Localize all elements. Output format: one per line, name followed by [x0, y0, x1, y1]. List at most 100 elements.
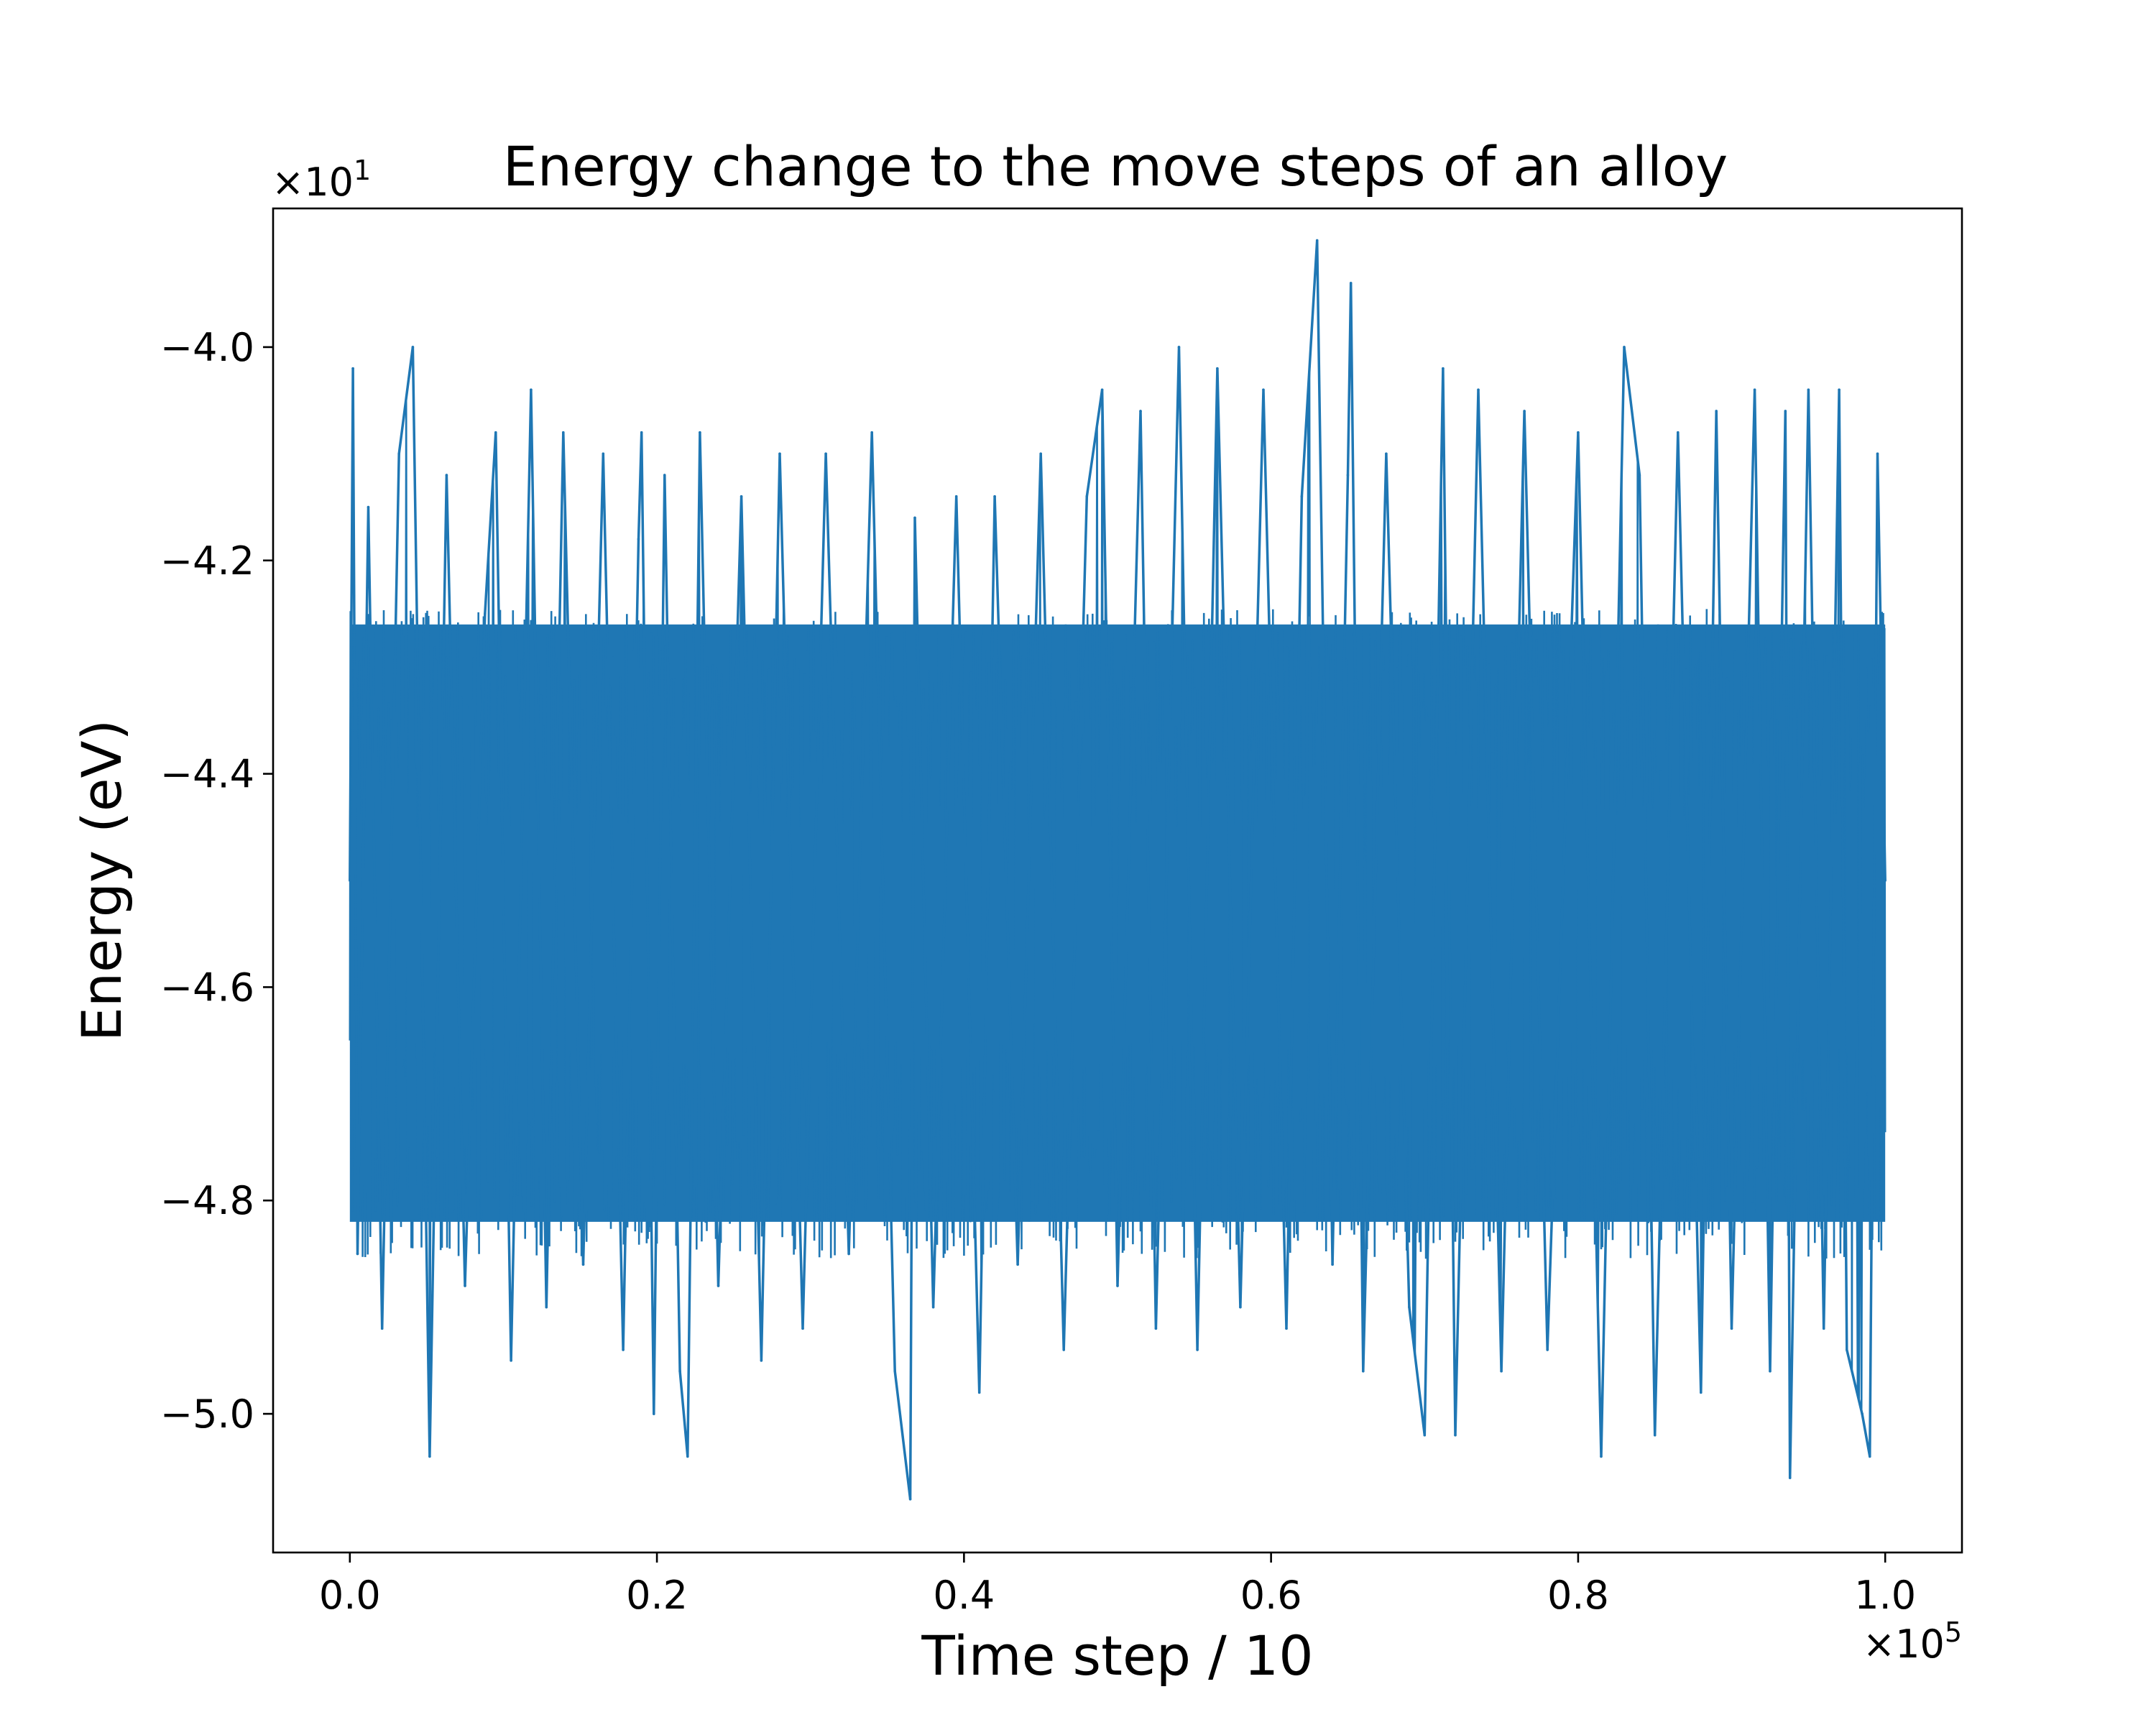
series-point	[1753, 388, 1756, 392]
series-point	[1315, 239, 1319, 242]
x-tick-label: 0.4	[933, 1573, 995, 1618]
series-point	[1730, 1327, 1733, 1330]
series-point	[1100, 388, 1104, 392]
series-point	[1861, 1412, 1864, 1415]
series-point	[484, 612, 487, 615]
y-tick-label: −4.2	[160, 538, 254, 584]
series-point	[954, 494, 958, 498]
series-point	[1454, 1433, 1457, 1437]
series-point	[356, 1252, 359, 1256]
series-point	[1408, 1305, 1411, 1309]
series-point	[1349, 282, 1353, 285]
series-point	[510, 1359, 512, 1362]
x-tick-label: 0.6	[1240, 1573, 1302, 1618]
series-point	[1285, 1327, 1288, 1330]
series-point	[870, 431, 873, 434]
series-point	[699, 431, 701, 434]
series-point	[1423, 1433, 1427, 1437]
series-point	[824, 452, 827, 456]
series-point	[1331, 1263, 1334, 1266]
series-point	[1807, 388, 1810, 392]
series-point	[1876, 452, 1879, 456]
x-axis-label: Time step / 10	[921, 1624, 1313, 1688]
x-tick-label: 0.2	[626, 1573, 688, 1618]
series-point	[663, 474, 666, 477]
series-point	[801, 1327, 804, 1330]
series-point	[1116, 1284, 1119, 1287]
series-point	[530, 388, 533, 392]
series-point	[637, 538, 640, 540]
series-point	[1062, 1348, 1066, 1351]
y-axis-ticks: −4.0 −4.2 −4.4 −4.6 −4.8 −5.0	[160, 325, 273, 1437]
y-tick-label: −4.8	[160, 1178, 254, 1223]
series-point	[1477, 388, 1480, 392]
series-point	[1523, 410, 1526, 413]
series-point	[1600, 1455, 1603, 1458]
series-point	[1769, 1369, 1772, 1373]
x-multiplier: ×105	[1863, 1616, 1962, 1667]
series-point	[931, 1305, 935, 1309]
series-point	[1385, 452, 1388, 456]
x-axis-ticks: 0.0 0.2 0.4 0.6 0.8 1.0	[319, 1552, 1916, 1618]
series-point	[1638, 474, 1641, 477]
series-point	[893, 1369, 897, 1373]
series-point	[1884, 879, 1886, 882]
series-point	[1822, 1327, 1825, 1330]
series-point	[1300, 494, 1304, 498]
series-point	[1139, 410, 1142, 413]
series-point	[1216, 367, 1219, 370]
series-point	[678, 1369, 681, 1373]
y-axis-label: Energy (eV)	[70, 719, 134, 1041]
series-point	[913, 516, 916, 520]
series-point	[380, 1327, 384, 1330]
series-point	[1442, 367, 1445, 370]
series-point	[397, 452, 400, 456]
series-point	[760, 1359, 763, 1362]
series-point	[622, 1348, 625, 1351]
series-point	[1500, 1369, 1503, 1373]
series-point	[1653, 1433, 1657, 1437]
x-multiplier-exponent: 5	[1945, 1616, 1962, 1648]
x-tick-label: 1.0	[1854, 1573, 1916, 1618]
series-point	[740, 494, 743, 498]
series-point	[602, 452, 605, 456]
series-point	[1039, 452, 1042, 456]
series-point	[1577, 431, 1580, 434]
series-point	[1239, 1305, 1242, 1309]
series-point	[1784, 410, 1787, 413]
series-point	[1154, 1327, 1158, 1330]
series-point	[1845, 1348, 1848, 1351]
series-point	[545, 1305, 548, 1309]
series-point	[1085, 494, 1089, 498]
series-point	[908, 1497, 912, 1501]
series-point	[717, 1284, 720, 1287]
series-point	[686, 1455, 689, 1458]
series-point	[778, 452, 781, 456]
y-multiplier-base: ×10	[272, 160, 354, 205]
series-point	[1788, 1476, 1792, 1479]
series-point	[351, 367, 354, 370]
series-point	[1016, 1263, 1019, 1266]
x-tick-label: 0.0	[319, 1573, 381, 1618]
series-point	[993, 494, 996, 498]
series-point	[1362, 1369, 1365, 1373]
series-point	[349, 879, 351, 882]
series-point	[1346, 474, 1350, 477]
series-point	[494, 431, 497, 434]
y-multiplier-exponent: 1	[354, 155, 371, 186]
series-point	[1676, 431, 1680, 434]
x-tick-label: 0.8	[1547, 1573, 1609, 1618]
series-point	[464, 1284, 466, 1287]
y-tick-label: −4.4	[160, 752, 254, 797]
x-multiplier-base: ×10	[1863, 1622, 1945, 1667]
series-point	[1196, 1348, 1199, 1351]
series-point	[1262, 388, 1265, 392]
series-point	[428, 1455, 431, 1458]
y-tick-label: −4.6	[160, 965, 254, 1010]
series-point	[640, 431, 643, 434]
series-point	[653, 1412, 655, 1415]
series-point	[581, 1263, 585, 1266]
series-layer	[349, 239, 1886, 1501]
plot-area-frame	[272, 207, 1963, 1554]
